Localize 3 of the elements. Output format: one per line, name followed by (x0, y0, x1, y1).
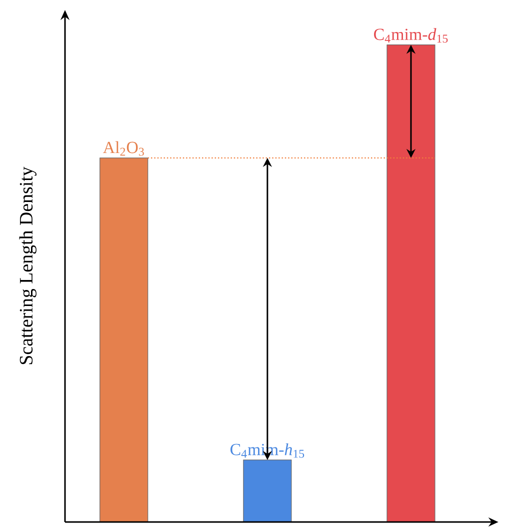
x-tick-label: C$_{4}$mim-d$_{15}$ (374, 28, 448, 43)
x-tick-label: Al$_{2}$O$_{3}$ (103, 141, 144, 156)
y-axis-title: Scattering Length Density (19, 166, 36, 364)
